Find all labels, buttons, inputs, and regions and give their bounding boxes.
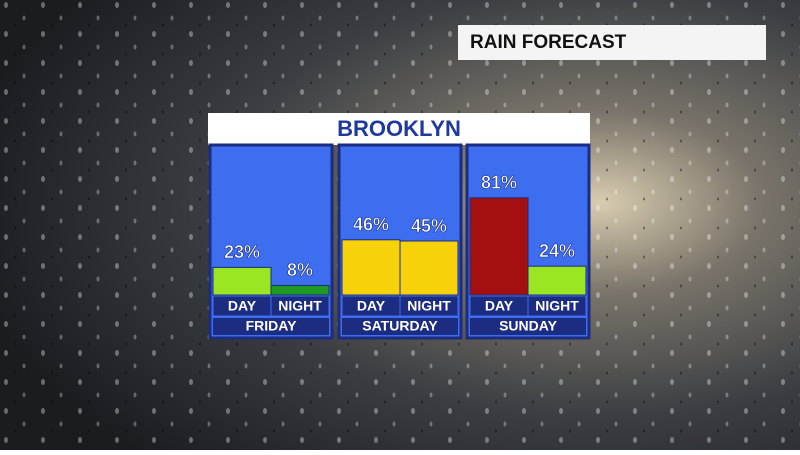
group-label-box [342,318,458,335]
category-label: DAY [357,298,386,314]
header-box [458,25,766,60]
value-label: 45% [411,216,447,236]
bar [527,265,587,296]
category-label: DAY [228,298,257,314]
bar [469,197,529,296]
category-label: NIGHT [535,298,579,314]
value-label: 23% [224,242,260,262]
category-label-box [399,295,459,317]
title-box [208,113,590,145]
value-label: 46% [353,215,389,235]
group-label: SATURDAY [362,318,438,334]
category-label: NIGHT [407,298,451,314]
header: RAIN FORECAST [470,32,627,53]
group-label: SUNDAY [499,318,557,334]
group-label-box [213,318,329,335]
category-label-box [270,295,330,317]
category-label: DAY [485,298,514,314]
group-label: FRIDAY [246,318,297,334]
value-label: 24% [539,241,575,261]
bar [341,239,401,296]
value-label: 8% [287,260,313,280]
bar [270,284,330,296]
bar [212,266,272,296]
bar [399,240,459,296]
category-label: NIGHT [278,298,322,314]
chart-title: BROOKLYN [337,116,461,141]
group-label-box [470,318,586,335]
category-label-box [527,295,587,317]
value-label: 81% [481,173,517,193]
